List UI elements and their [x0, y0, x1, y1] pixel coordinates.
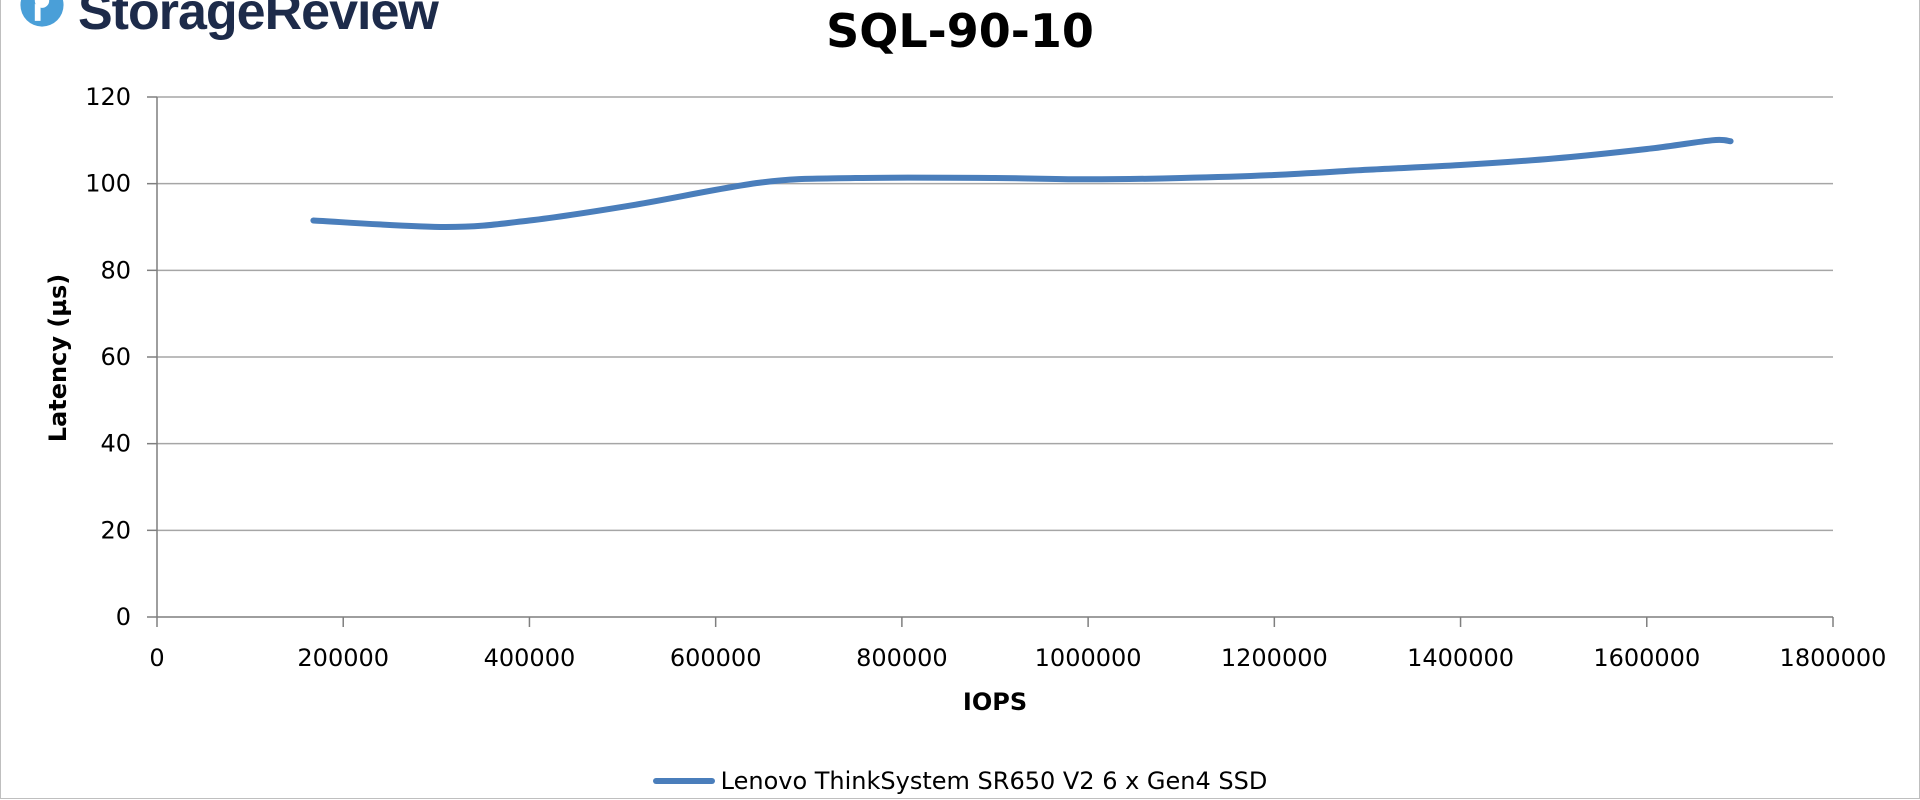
- legend-label: Lenovo ThinkSystem SR650 V2 6 x Gen4 SSD: [720, 767, 1268, 795]
- x-axis-label: IOPS: [963, 688, 1027, 716]
- x-tick-label: 1000000: [1035, 644, 1142, 672]
- y-tick-label: 60: [100, 343, 131, 371]
- y-tick-label: 120: [85, 83, 131, 111]
- x-tick-label: 0: [149, 644, 164, 672]
- y-axis-ticks: 0 20 40 60 80 100 120: [85, 83, 157, 631]
- brand-logo: StorageReview: [10, 0, 439, 46]
- chart-title: SQL-90-10: [826, 4, 1094, 58]
- x-tick-label: 200000: [297, 644, 389, 672]
- x-tick-label: 400000: [484, 644, 576, 672]
- legend-swatch: [652, 778, 715, 784]
- x-tick-label: 1200000: [1221, 644, 1328, 672]
- series-line-0: [310, 136, 1734, 230]
- y-tick-label: 80: [100, 256, 131, 284]
- y-tick-label: 40: [100, 430, 131, 458]
- gridlines: [157, 96, 1833, 532]
- x-tick-label: 1800000: [1780, 644, 1887, 672]
- y-axis-label: Latency (µs): [44, 274, 72, 442]
- x-tick-label: 1600000: [1593, 644, 1700, 672]
- storagereview-logo-icon: [20, 0, 64, 27]
- brand-name: StorageReview: [78, 0, 439, 41]
- x-tick-label: 1400000: [1407, 644, 1514, 672]
- x-axis-ticks: 0 200000 400000 600000 800000 1000000 1200000 1…: [149, 617, 1886, 672]
- y-tick-label: 0: [116, 603, 131, 631]
- x-tick-label: 800000: [856, 644, 948, 672]
- x-tick-label: 600000: [670, 644, 762, 672]
- series-layer: [310, 136, 1734, 230]
- y-tick-label: 100: [85, 170, 131, 198]
- y-tick-label: 20: [100, 516, 131, 544]
- legend: Lenovo ThinkSystem SR650 V2 6 x Gen4 SSD: [0, 767, 1920, 795]
